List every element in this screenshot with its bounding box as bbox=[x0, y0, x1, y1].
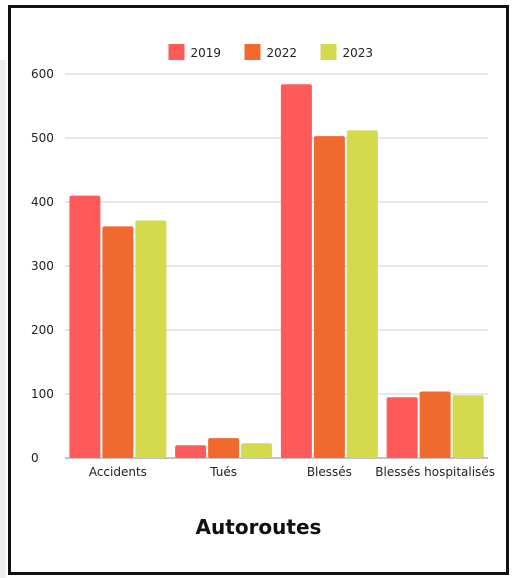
x-tick-label: Tués bbox=[209, 465, 237, 479]
bar bbox=[386, 397, 418, 458]
y-tick-label: 100 bbox=[31, 387, 54, 401]
bar bbox=[419, 391, 451, 458]
bar bbox=[241, 443, 273, 458]
y-axis: 0 100 200 300 400 500 600 bbox=[31, 67, 54, 465]
legend-label: 2023 bbox=[343, 46, 374, 60]
bar bbox=[313, 136, 345, 458]
legend-swatch bbox=[320, 44, 337, 60]
y-tick-label: 300 bbox=[31, 259, 54, 273]
y-tick-label: 0 bbox=[31, 451, 39, 465]
y-tick-label: 500 bbox=[31, 131, 54, 145]
bar bbox=[135, 220, 167, 458]
y-tick-label: 600 bbox=[31, 67, 54, 81]
bar bbox=[208, 438, 240, 458]
legend-swatch bbox=[168, 44, 185, 60]
bars bbox=[69, 84, 484, 459]
legend-swatch bbox=[244, 44, 261, 60]
x-tick-label: Accidents bbox=[89, 465, 147, 479]
bar-chart: 2019 2022 2023 0 100 200 300 400 500 600 Acciden… bbox=[31, 44, 495, 479]
bar bbox=[102, 226, 134, 458]
bar bbox=[175, 445, 207, 458]
x-tick-label: Blessés bbox=[307, 465, 352, 479]
y-tick-label: 200 bbox=[31, 323, 54, 337]
page-side-strip bbox=[0, 60, 6, 578]
legend: 2019 2022 2023 bbox=[168, 44, 374, 60]
legend-label: 2019 bbox=[191, 46, 222, 60]
legend-label: 2022 bbox=[267, 46, 298, 60]
bar bbox=[452, 395, 484, 458]
bar bbox=[346, 130, 378, 458]
chart-title: Autoroutes bbox=[195, 515, 322, 539]
y-tick-label: 400 bbox=[31, 195, 54, 209]
x-axis: Accidents Tués Blessés Blessés hospitalisés bbox=[89, 465, 495, 479]
bar bbox=[280, 84, 312, 459]
bar bbox=[69, 195, 101, 458]
chart-card: 2019 2022 2023 0 100 200 300 400 500 600 Acciden… bbox=[8, 5, 509, 575]
x-tick-label: Blessés hospitalisés bbox=[375, 465, 495, 479]
